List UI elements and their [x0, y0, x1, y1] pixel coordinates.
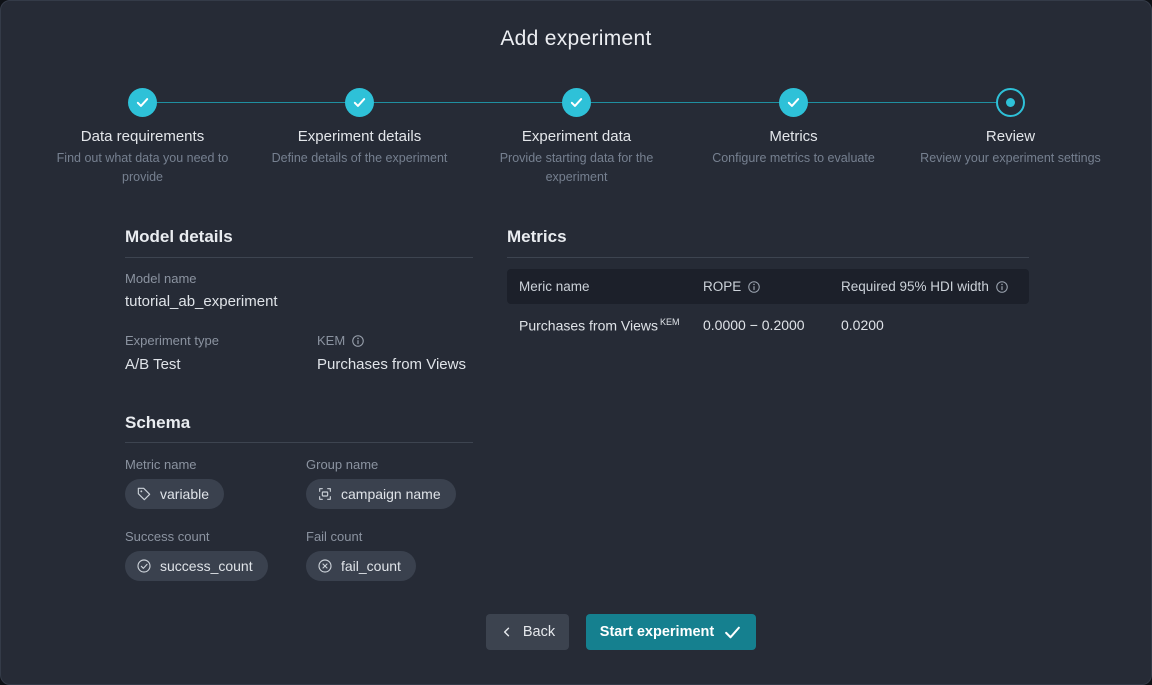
step-current-icon	[996, 88, 1025, 117]
check-icon	[723, 623, 742, 642]
metric-name-label: Metric name	[125, 457, 197, 472]
step-description: Configure metrics to evaluate	[712, 151, 875, 165]
step-label: Data requirements	[80, 128, 205, 145]
metric-name-text: Purchases from Views KEM	[519, 316, 680, 334]
step-label: Review	[985, 128, 1036, 145]
experiment-type-label: Experiment type	[125, 333, 219, 348]
page-title: Add experiment	[500, 27, 652, 50]
header-hdi-width: Required 95% HDI width	[841, 269, 1009, 304]
stepper-step-review[interactable]: Review Review your experiment settings	[902, 88, 1119, 188]
stepper-step-experiment-data[interactable]: Experiment data Provide starting data fo…	[468, 88, 685, 188]
tag-icon	[136, 486, 152, 502]
chevron-left-icon	[500, 625, 514, 639]
step-label: Experiment data	[521, 128, 632, 145]
step-description: Define details of the experiment	[271, 151, 448, 165]
back-button[interactable]: Back	[486, 614, 569, 650]
experiment-type-value: A/B Test	[125, 356, 181, 373]
header-metric-name: Meric name	[519, 269, 590, 304]
step-description: Review your experiment settings	[920, 151, 1101, 165]
step-complete-icon	[128, 88, 157, 117]
info-icon[interactable]	[747, 280, 761, 294]
model-details-heading: Model details	[125, 227, 233, 246]
header-rope: ROPE	[703, 269, 761, 304]
cell-rope-value: 0.0000 − 0.2000	[703, 317, 805, 333]
group-name-chip: campaign name	[306, 479, 456, 509]
stepper-step-metrics[interactable]: Metrics Configure metrics to evaluate	[685, 88, 902, 188]
group-name-label: Group name	[306, 457, 379, 472]
step-label: Experiment details	[297, 128, 422, 145]
model-name-value: tutorial_ab_experiment	[125, 293, 278, 310]
info-icon[interactable]	[995, 280, 1009, 294]
kem-label: KEM	[317, 333, 365, 348]
info-icon[interactable]	[351, 334, 365, 348]
chip-label: variable	[160, 486, 210, 502]
metric-name-chip: variable	[125, 479, 225, 509]
stepper-step-experiment-details[interactable]: Experiment details Define details of the…	[251, 88, 468, 188]
schema-heading: Schema	[125, 413, 191, 432]
fail-count-label: Fail count	[306, 529, 363, 544]
step-complete-icon	[562, 88, 591, 117]
cell-hdi-value: 0.0200	[841, 317, 884, 333]
metrics-heading: Metrics	[507, 227, 567, 246]
back-button-label: Back	[522, 624, 556, 640]
stepper-step-data-requirements[interactable]: Data requirements Find out what data you…	[34, 88, 251, 188]
fail-count-chip: fail_count	[306, 551, 416, 581]
current-step-dot	[1006, 98, 1015, 107]
divider	[507, 257, 1029, 258]
step-description: Provide starting data for the experiment	[499, 151, 654, 185]
divider	[125, 442, 473, 443]
metrics-table-row: Purchases from Views KEM 0.0000 − 0.2000 …	[507, 307, 1029, 343]
chip-label: fail_count	[341, 558, 401, 574]
success-count-label: Success count	[125, 529, 210, 544]
success-count-chip: success_count	[125, 551, 268, 581]
cell-metric-name: Purchases from Views KEM	[519, 307, 680, 343]
object-group-icon	[317, 486, 333, 502]
header-text: ROPE	[703, 279, 742, 294]
chip-label: success_count	[160, 558, 253, 574]
divider	[125, 257, 473, 258]
start-button-label: Start experiment	[599, 624, 715, 640]
step-description: Find out what data you need to provide	[56, 151, 229, 185]
step-complete-icon	[779, 88, 808, 117]
step-label: Metrics	[769, 128, 818, 145]
model-name-label: Model name	[125, 271, 197, 286]
x-circle-icon	[317, 558, 333, 574]
check-circle-icon	[136, 558, 152, 574]
header-text: Meric name	[519, 279, 590, 294]
stepper: Data requirements Find out what data you…	[34, 88, 1119, 188]
kem-superscript: KEM	[660, 316, 680, 327]
header-text: Required 95% HDI width	[841, 279, 989, 294]
chip-label: campaign name	[341, 486, 441, 502]
kem-value: Purchases from Views	[317, 356, 466, 373]
metrics-table-header: Meric name ROPE Required 95% HDI width	[507, 269, 1029, 304]
start-experiment-button[interactable]: Start experiment	[586, 614, 756, 650]
step-complete-icon	[345, 88, 374, 117]
kem-label-text: KEM	[317, 333, 346, 348]
